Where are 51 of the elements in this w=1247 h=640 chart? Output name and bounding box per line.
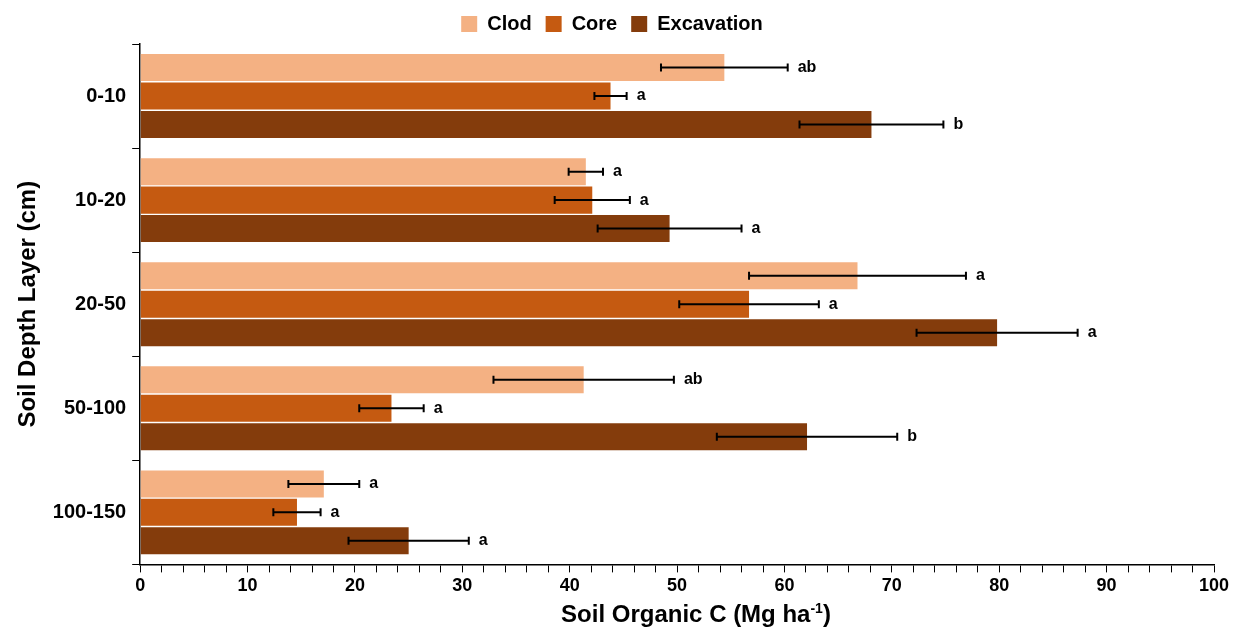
annotation: a [1087,323,1097,341]
annotation: ab [797,58,817,75]
y-tick-label: 0-10 [86,83,127,106]
x-tick-label: 70 [881,575,902,596]
annotation: a [330,502,340,520]
bar [140,527,409,555]
legend-label: Core [571,11,618,34]
x-tick-label: 0 [135,575,146,596]
annotation: a [639,190,649,208]
annotation: a [751,218,761,236]
x-tick-label: 90 [1096,575,1117,596]
bar [140,498,297,526]
bar [140,158,586,186]
bar [140,110,872,138]
annotation: ab [683,370,703,388]
x-tick-label: 80 [989,575,1010,596]
y-axis-title: Soil Depth Layer (cm) [13,180,41,428]
bar [140,394,392,422]
bar [140,54,725,82]
annotation: a [613,162,623,180]
annotation: b [953,114,964,132]
bar [140,470,324,498]
y-tick-label: 50-100 [63,395,127,418]
bar [140,82,611,110]
y-tick-label: 100-150 [52,499,127,522]
x-tick-label: 20 [344,575,365,596]
annotation: a [975,266,985,284]
annotation: b [907,427,918,445]
x-tick-label: 60 [774,575,795,596]
x-tick-label: 30 [452,575,473,596]
x-axis-title: Soil Organic C (Mg ha$^{-1}$) [560,600,832,628]
bar [140,215,670,243]
x-tick-label: 100 [1198,575,1230,596]
x-tick-label: 10 [237,575,258,596]
bar [140,423,808,451]
y-tick-label: 10-20 [75,187,127,210]
annotation: a [433,398,443,416]
bar [140,186,593,214]
y-tick-label: 20-50 [75,291,127,314]
bar [140,290,750,318]
x-tick-label: 40 [559,575,580,596]
bar [140,319,998,347]
bar [140,262,858,290]
annotation: a [636,86,646,104]
x-tick-label: 50 [667,575,688,596]
annotation: a [369,474,379,492]
annotation: a [478,531,488,549]
legend-label: Excavation [657,11,763,34]
bar [140,366,584,394]
legend-label: Clod [487,11,532,34]
annotation: a [828,294,838,312]
